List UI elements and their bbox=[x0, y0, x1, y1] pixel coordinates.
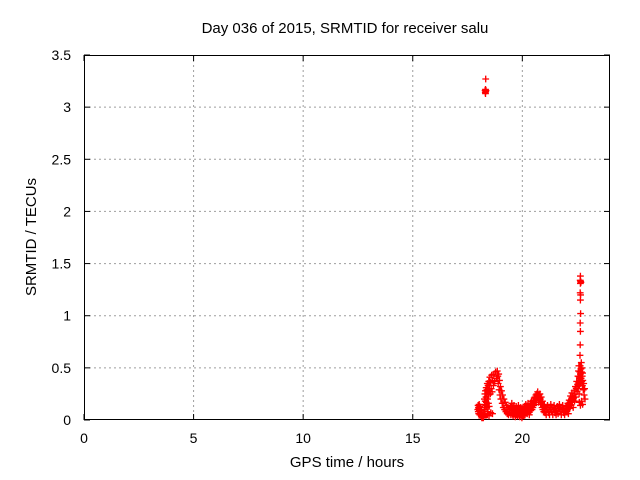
y-tick-label: 0 bbox=[63, 412, 71, 428]
data-point-markers bbox=[474, 75, 589, 422]
axis-ticks bbox=[83, 54, 610, 421]
y-tick-label: 3 bbox=[63, 99, 71, 115]
x-tick-label: 20 bbox=[515, 430, 531, 446]
data-points bbox=[474, 75, 589, 422]
x-tick-label: 0 bbox=[80, 430, 88, 446]
y-tick-label: 1 bbox=[63, 308, 71, 324]
y-tick-label: 2 bbox=[63, 203, 71, 219]
y-tick-label: 3.5 bbox=[52, 47, 72, 63]
plot-border-rect bbox=[84, 55, 610, 420]
tick-labels: 0 5 10 15 20 0 0.5 1 1.5 2 2.5 3 3.5 bbox=[52, 47, 531, 446]
y-tick-label: 0.5 bbox=[52, 360, 72, 376]
x-tick-label: 5 bbox=[190, 430, 198, 446]
chart-title: Day 036 of 2015, SRMTID for receiver sal… bbox=[202, 20, 489, 37]
x-axis-label: GPS time / hours bbox=[290, 454, 404, 471]
y-tick-label: 2.5 bbox=[52, 151, 72, 167]
x-tick-label: 15 bbox=[405, 430, 421, 446]
plot-border bbox=[84, 55, 610, 420]
y-tick-label: 1.5 bbox=[52, 256, 72, 272]
y-axis-label: SRMTID / TECUs bbox=[23, 178, 40, 296]
x-tick-label: 10 bbox=[295, 430, 311, 446]
gridlines bbox=[84, 55, 610, 420]
